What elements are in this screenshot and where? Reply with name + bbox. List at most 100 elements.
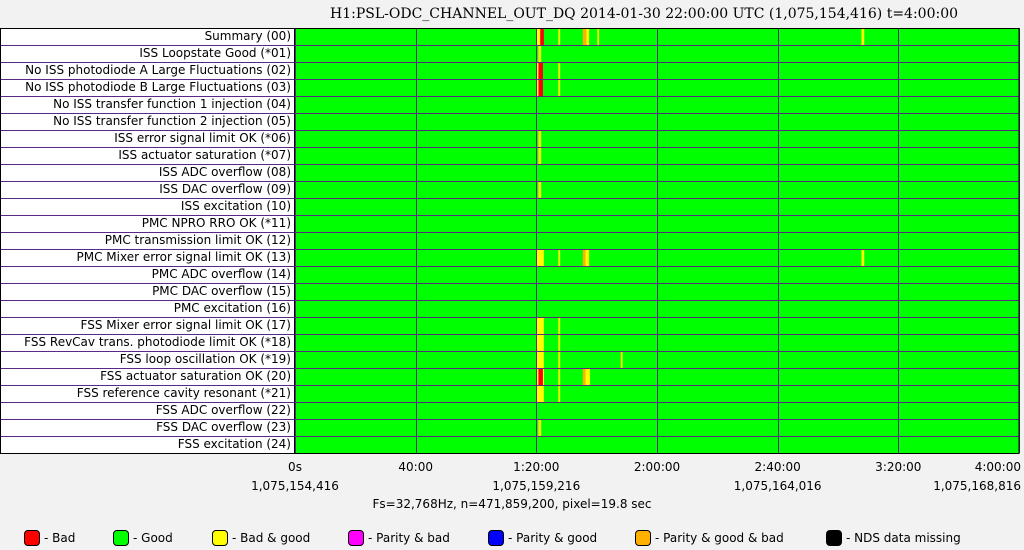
- x-tick-label: 2:00:00: [633, 460, 681, 474]
- state-segment-bad_good: [861, 250, 865, 266]
- legend-label: - Parity & bad: [368, 531, 450, 545]
- x-tick-label: 4:00:00: [974, 460, 1021, 474]
- state-segment-bad_good: [542, 369, 544, 385]
- state-segment-bad_good: [536, 250, 544, 266]
- row-label: FSS reference cavity resonant (*21): [76, 386, 291, 400]
- row-label: Summary (00): [204, 29, 291, 43]
- x-tick-label: 1:20:00: [513, 460, 560, 474]
- x-tick-gps-label: 1,075,168,816: [933, 479, 1021, 493]
- state-segment-bad_good: [558, 29, 561, 45]
- plot-area: [0, 28, 1020, 454]
- state-segment-bad_good: [536, 80, 539, 96]
- plot-frame: [0, 28, 1020, 454]
- state-segment-bad_good: [861, 29, 865, 45]
- state-segment-bad_good: [558, 63, 561, 79]
- row-label: ISS actuator saturation (*07): [118, 148, 291, 162]
- row-label: PMC excitation (16): [173, 301, 291, 315]
- state-segment-bad_good: [536, 63, 539, 79]
- legend-item-nds_missing: - NDS data missing: [826, 530, 961, 546]
- row-label: No ISS photodiode A Large Fluctuations (…: [25, 63, 291, 77]
- state-segment-bad: [540, 29, 544, 45]
- x-tick-label: 2:40:00: [754, 460, 801, 474]
- state-segment-parity_good_bad: [582, 250, 586, 266]
- state-segment-bad: [538, 80, 543, 96]
- chart-title: H1:PSL-ODC_CHANNEL_OUT_DQ 2014-01-30 22:…: [330, 6, 959, 22]
- legend-swatch: [212, 530, 228, 546]
- legend-label: - Bad & good: [232, 531, 311, 545]
- legend-swatch: [635, 530, 651, 546]
- state-segment-bad: [538, 63, 543, 79]
- x-tick-label: 3:20:00: [875, 460, 922, 474]
- state-segment-bad_good: [558, 335, 561, 351]
- row-label: No ISS transfer function 2 injection (05…: [53, 114, 291, 128]
- state-segment-bad_good: [558, 318, 561, 334]
- state-segment-bad_good: [585, 250, 590, 266]
- legend-item-bad_good: - Bad & good: [212, 530, 310, 546]
- state-segment-bad_good: [585, 369, 591, 385]
- state-segment-bad: [538, 369, 543, 385]
- legend: - Bad - Good - Bad & good - Parity & bad - P…: [0, 530, 1024, 546]
- state-segment-bad_good: [558, 80, 561, 96]
- state-segment-bad_good: [597, 29, 600, 45]
- state-segment-bad_good: [536, 335, 544, 351]
- legend-swatch: [113, 530, 129, 546]
- row-label: PMC Mixer error signal limit OK (13): [76, 250, 291, 264]
- row-label: FSS actuator saturation OK (20): [100, 369, 291, 383]
- state-segment-bad_good: [538, 420, 542, 436]
- row-label: No ISS transfer function 1 injection (04…: [53, 97, 291, 111]
- row-label: ISS DAC overflow (09): [159, 182, 291, 196]
- state-segment-bad_good: [536, 318, 544, 334]
- row-label: FSS RevCav trans. photodiode limit OK (*…: [24, 335, 291, 349]
- legend-item-good: - Good: [113, 530, 173, 546]
- state-segment-bad_good: [558, 369, 561, 385]
- row-label: ISS ADC overflow (08): [158, 165, 291, 179]
- legend-swatch: [348, 530, 364, 546]
- row-label: PMC NPRO RRO OK (*11): [141, 216, 291, 230]
- legend-item-parity_bad: - Parity & bad: [348, 530, 450, 546]
- row-label: FSS Mixer error signal limit OK (17): [80, 318, 291, 332]
- state-segment-bad_good: [538, 131, 542, 147]
- legend-swatch: [826, 530, 842, 546]
- x-tick-gps-label: 1,075,164,016: [733, 479, 822, 493]
- legend-label: - Parity & good & bad: [655, 531, 784, 545]
- x-tick-label: 0s: [288, 460, 302, 474]
- legend-label: - Bad: [44, 531, 76, 545]
- state-segment-bad_good: [558, 352, 561, 368]
- row-label: ISS excitation (10): [180, 199, 291, 213]
- state-segment-bad_good: [536, 386, 544, 402]
- state-segment-parity_good_bad: [582, 29, 587, 45]
- row-label: No ISS photodiode B Large Fluctuations (…: [25, 80, 291, 94]
- state-segment-bad_good: [586, 29, 590, 45]
- state-segment-bad_good: [558, 386, 561, 402]
- legend-item-parity_good: - Parity & good: [488, 530, 597, 546]
- row-label: FSS ADC overflow (22): [155, 403, 291, 417]
- state-segment-bad_good: [538, 182, 542, 198]
- row-label: FSS excitation (24): [177, 437, 291, 451]
- x-tick-gps-label: 1,075,154,416: [251, 479, 339, 493]
- state-segment-bad_good: [558, 250, 561, 266]
- state-segment-bad_good: [538, 148, 542, 164]
- row-label: FSS DAC overflow (23): [156, 420, 291, 434]
- row-label: PMC transmission limit OK (12): [104, 233, 291, 247]
- row-label: ISS Loopstate Good (*01): [139, 46, 291, 60]
- state-segment-bad_good: [536, 29, 541, 45]
- row-label: ISS error signal limit OK (*06): [114, 131, 291, 145]
- row-label: PMC ADC overflow (14): [151, 267, 291, 281]
- row-label: FSS loop oscillation OK (*19): [119, 352, 291, 366]
- label-column: [0, 28, 295, 453]
- state-segment-parity_good_bad: [582, 369, 586, 385]
- legend-label: - NDS data missing: [846, 531, 961, 545]
- state-segment-bad_good: [536, 352, 544, 368]
- legend-label: - Parity & good: [508, 531, 598, 545]
- state-segment-bad_good: [538, 46, 542, 62]
- x-tick-gps-label: 1,075,159,216: [492, 479, 581, 493]
- x-tick-label: 40:00: [398, 460, 433, 474]
- row-label: PMC DAC overflow (15): [152, 284, 291, 298]
- legend-swatch: [24, 530, 40, 546]
- legend-label: - Good: [133, 531, 173, 545]
- legend-item-parity_good_bad: - Parity & good & bad: [635, 530, 784, 546]
- state-segment-bad_good: [620, 352, 623, 368]
- state-segment-bad_good: [536, 369, 539, 385]
- legend-swatch: [488, 530, 504, 546]
- legend-item-bad: - Bad: [24, 530, 75, 546]
